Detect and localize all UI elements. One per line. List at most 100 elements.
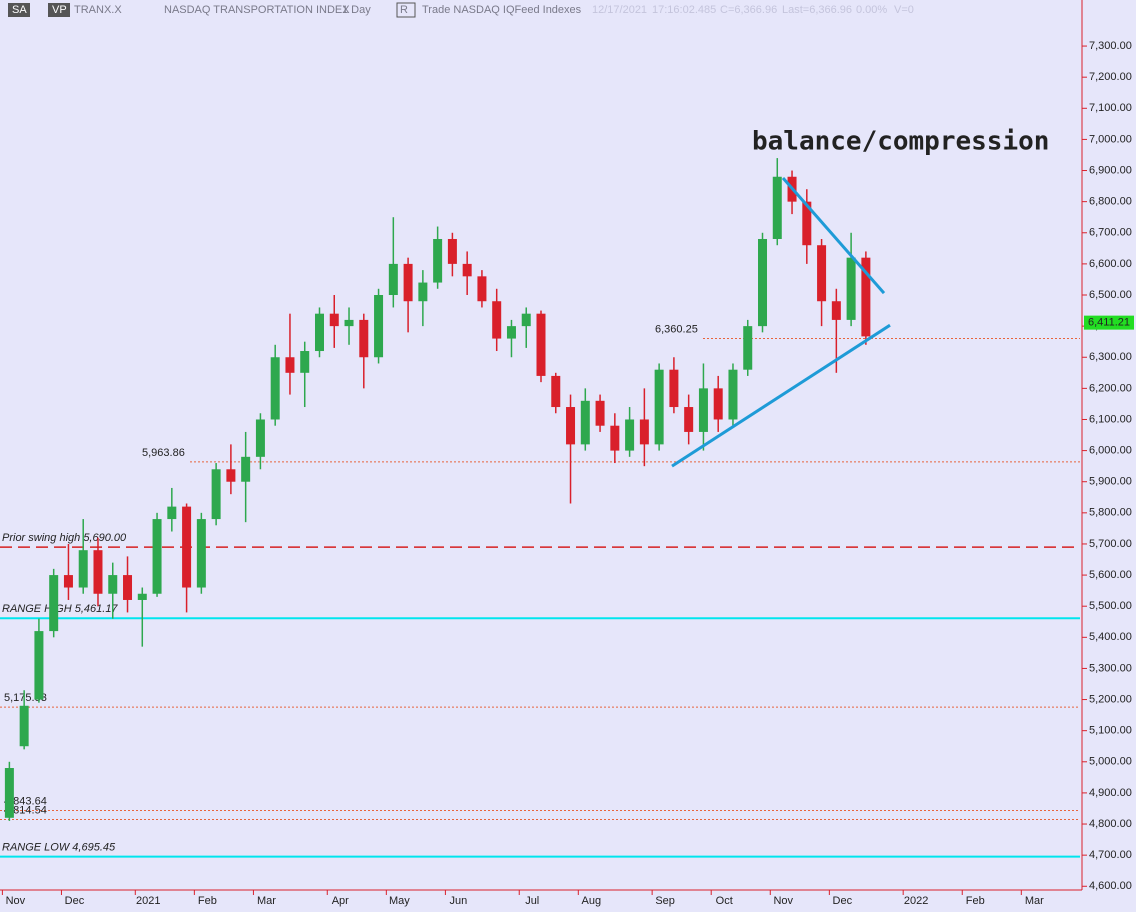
y-tick-label: 4,700.00 [1089, 849, 1132, 861]
trend-line [671, 323, 891, 468]
candle-body [521, 313, 531, 327]
y-tick-label: 7,200.00 [1089, 71, 1132, 83]
y-tick-label: 6,500.00 [1089, 289, 1132, 301]
candle-body [713, 388, 723, 420]
y-tick-label: 7,100.00 [1089, 102, 1132, 114]
x-tick-label: May [389, 895, 410, 907]
header-vp: VP [52, 4, 67, 16]
candle-body [639, 419, 649, 445]
candle-body [270, 357, 280, 420]
candle-body [93, 550, 103, 594]
y-tick-label: 6,200.00 [1089, 382, 1132, 394]
header-box [8, 3, 30, 17]
y-tick-label: 5,300.00 [1089, 662, 1132, 674]
annotation: balance/compression [752, 127, 1049, 157]
candle-body [314, 313, 324, 352]
candle-body [772, 176, 782, 239]
candle-body [625, 419, 635, 451]
header-box [48, 3, 70, 17]
price-level-label: Prior swing high 5,690.00 [2, 532, 127, 544]
x-tick-label: Feb [198, 895, 217, 907]
candle-body [595, 400, 605, 426]
y-tick-label: 7,300.00 [1089, 40, 1132, 52]
candle-body [108, 575, 118, 594]
y-tick-label: 4,600.00 [1089, 880, 1132, 892]
candle-body [477, 276, 487, 302]
candle-body [669, 369, 679, 408]
candle-body [580, 400, 590, 445]
header-box [396, 2, 416, 18]
price-level-label: 4,814.54 [4, 804, 47, 816]
price-level-label: 6,360.25 [655, 323, 698, 335]
last-price-box [1084, 315, 1134, 330]
last-price-label: 6,411.21 [1088, 317, 1130, 329]
candle-body [123, 575, 133, 600]
candle-body [566, 407, 576, 445]
candle-body [49, 575, 59, 632]
y-tick-label: 6,100.00 [1089, 413, 1132, 425]
y-tick-label: 6,600.00 [1089, 258, 1132, 270]
candle-body [817, 245, 827, 302]
y-tick-label: 5,700.00 [1089, 538, 1132, 550]
candle-body [403, 263, 413, 302]
header-close: C=6,366.96 [720, 4, 777, 16]
x-tick-label: Dec [65, 895, 85, 907]
candle-body [506, 326, 516, 339]
candle-body [758, 238, 768, 327]
candle-body [344, 319, 354, 327]
y-tick-label: 4,900.00 [1089, 787, 1132, 799]
candle-body [433, 238, 443, 283]
candle-body [300, 351, 310, 373]
price-level-label: 5,963.86 [142, 447, 185, 459]
candle-body [63, 575, 73, 588]
candle-body [447, 238, 457, 264]
x-tick-label: Jul [525, 895, 539, 907]
y-tick-label: 7,000.00 [1089, 133, 1132, 145]
y-tick-label: 5,900.00 [1089, 476, 1132, 488]
candle-body [684, 407, 694, 432]
x-tick-label: Oct [716, 895, 733, 907]
candle-body [137, 593, 147, 600]
candle-body [728, 369, 738, 420]
x-tick-label: Apr [332, 895, 349, 907]
candle-body [211, 469, 221, 520]
header-symbol: TRANX.X [74, 4, 122, 16]
candle-body [551, 375, 561, 408]
candle-body [374, 295, 384, 358]
candle-body [846, 257, 856, 320]
candle-body [492, 301, 502, 339]
y-tick-label: 5,800.00 [1089, 507, 1132, 519]
header-period: 1 Day [342, 4, 371, 16]
y-tick-label: 6,700.00 [1089, 227, 1132, 239]
x-tick-label: 2022 [904, 895, 928, 907]
x-tick-label: Nov [773, 895, 793, 907]
candle-body [831, 301, 841, 320]
candle-body [78, 550, 88, 588]
candle-body [359, 319, 369, 358]
header-description: NASDAQ TRANSPORTATION INDEX [164, 4, 350, 16]
candle-body [698, 388, 708, 432]
header-info: Trade NASDAQ IQFeed Indexes [422, 4, 582, 16]
header-last: Last=6,366.96 [782, 4, 852, 16]
candle-body [4, 768, 14, 818]
x-tick-label: Dec [833, 895, 853, 907]
x-tick-label: Aug [582, 895, 602, 907]
candle-body [34, 631, 44, 700]
y-tick-label: 6,300.00 [1089, 351, 1132, 363]
candle-body [462, 263, 472, 277]
candle-body [167, 506, 177, 520]
candle-body [388, 263, 398, 296]
y-tick-label: 6,900.00 [1089, 164, 1132, 176]
header-date: 12/17/2021 [592, 4, 647, 16]
price-level-label: RANGE HIGH 5,461.17 [2, 603, 118, 615]
candle-body [610, 425, 620, 451]
x-tick-label: Mar [257, 895, 276, 907]
candle-body [329, 313, 339, 327]
header-r: R [400, 4, 408, 16]
header-time: 17:16:02.485 [652, 4, 716, 16]
y-tick-label: 6,000.00 [1089, 445, 1132, 457]
header-symbol-box: SA [12, 4, 27, 16]
x-tick-label: Jun [450, 895, 468, 907]
trend-line [781, 177, 886, 295]
